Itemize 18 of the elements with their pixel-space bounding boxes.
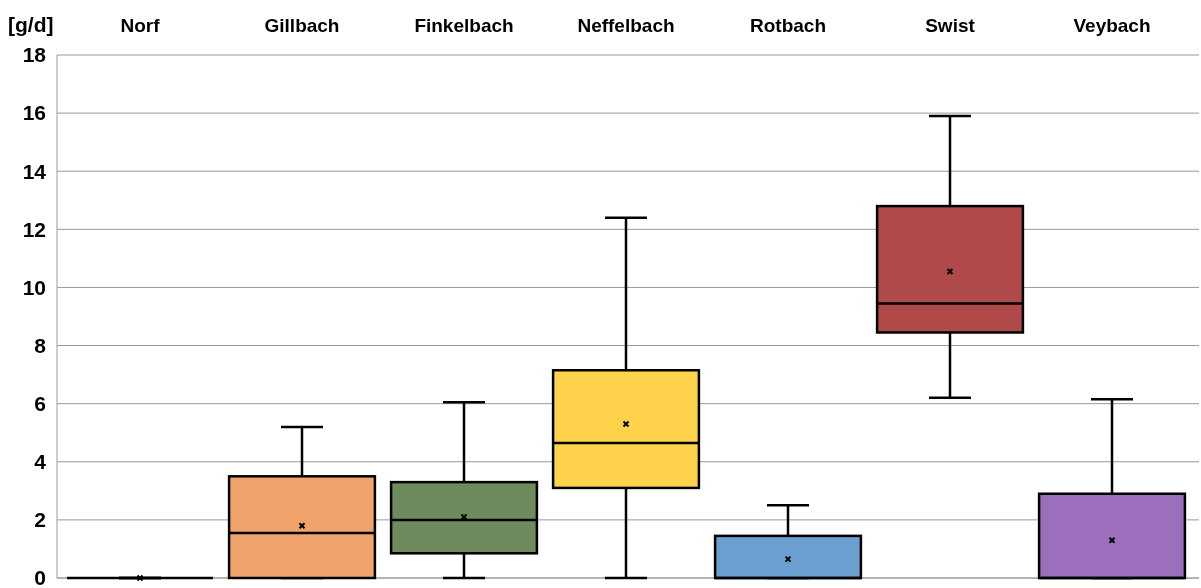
y-tick-label: 16 <box>22 101 46 125</box>
x-tick-label: Veybach <box>1073 15 1151 36</box>
y-tick-label: 2 <box>34 508 46 532</box>
x-tick-label: Finkelbach <box>414 15 514 36</box>
y-tick-label: 10 <box>22 275 46 299</box>
x-tick-label: Gillbach <box>264 15 340 36</box>
x-tick-label: Neffelbach <box>577 15 675 36</box>
y-axis-title: [g/d] <box>8 13 54 36</box>
y-tick-label: 12 <box>22 217 46 241</box>
y-tick-label: 14 <box>22 159 47 183</box>
x-tick-label: Norf <box>120 15 161 36</box>
x-tick-label: Rotbach <box>750 15 826 36</box>
y-tick-label: 4 <box>34 450 47 474</box>
y-tick-label: 8 <box>34 333 47 357</box>
y-tick-label: 18 <box>22 43 47 67</box>
y-tick-label: 6 <box>34 392 46 416</box>
x-tick-label: Swist <box>925 15 976 36</box>
y-tick-label: 0 <box>34 566 46 588</box>
